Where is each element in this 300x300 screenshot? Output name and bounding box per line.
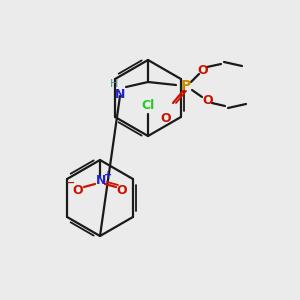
Text: O: O	[161, 112, 171, 125]
Text: N: N	[115, 88, 125, 100]
Text: −: −	[66, 178, 76, 188]
Text: O: O	[203, 94, 213, 106]
Text: N: N	[96, 175, 106, 188]
Text: H: H	[110, 79, 118, 89]
Text: O: O	[117, 184, 127, 197]
Text: O: O	[198, 64, 208, 76]
Text: P: P	[181, 79, 191, 93]
Text: Cl: Cl	[141, 99, 154, 112]
Text: O: O	[73, 184, 83, 197]
Text: +: +	[104, 170, 112, 180]
